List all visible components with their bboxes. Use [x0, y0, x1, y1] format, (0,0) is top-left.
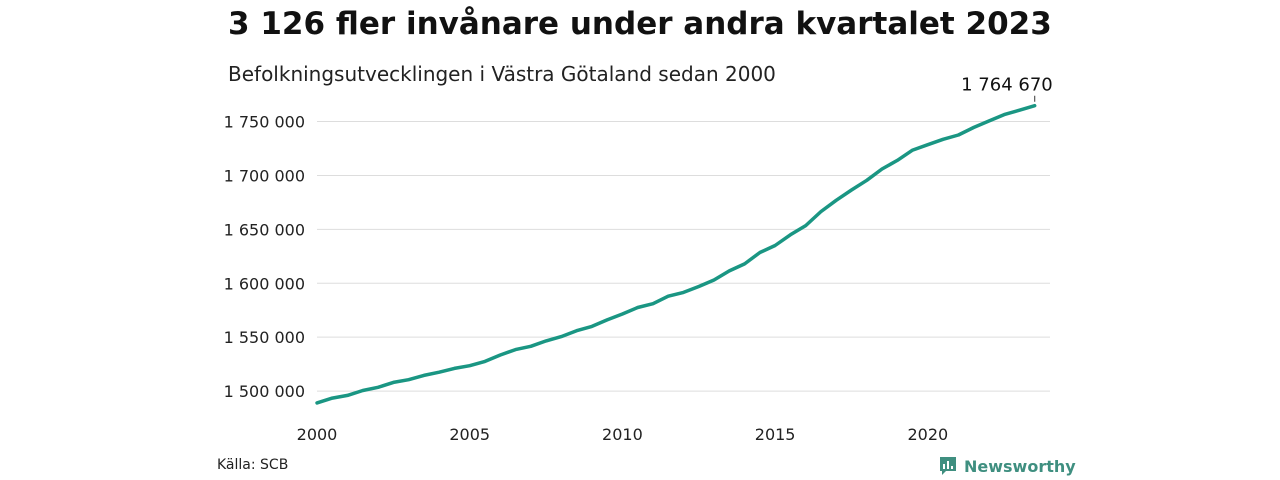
y-tick-label: 1 600 000 — [224, 274, 305, 293]
chart-title: 3 126 fler invånare under andra kvartale… — [228, 6, 1052, 42]
y-tick-label: 1 550 000 — [224, 328, 305, 347]
brand-name: Newsworthy — [964, 456, 1076, 476]
y-tick-label: 1 700 000 — [224, 166, 305, 185]
chart-bubble-icon — [940, 457, 956, 475]
end-value-label: 1 764 670 — [961, 75, 1053, 96]
x-tick-label: 2005 — [449, 425, 490, 444]
x-tick-label: 2010 — [602, 425, 643, 444]
x-tick-label: 2000 — [297, 425, 338, 444]
y-tick-label: 1 650 000 — [224, 220, 305, 239]
y-tick-label: 1 750 000 — [224, 113, 305, 132]
source-note: Källa: SCB — [217, 457, 289, 473]
brand-logo: Newsworthy — [938, 456, 1076, 476]
x-tick-label: 2015 — [755, 425, 796, 444]
y-tick-label: 1 500 000 — [224, 382, 305, 401]
chart-subtitle: Befolkningsutvecklingen i Västra Götalan… — [228, 62, 776, 86]
x-tick-label: 2020 — [907, 425, 948, 444]
series-line — [315, 103, 1037, 405]
